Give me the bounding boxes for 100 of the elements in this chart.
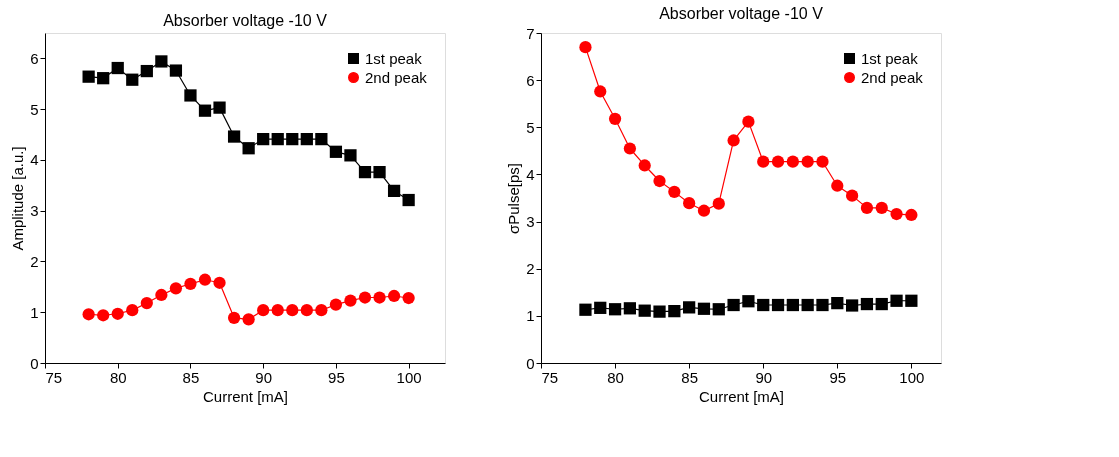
point	[300, 132, 313, 146]
point	[683, 197, 696, 210]
y-axis-title: σPulse[ps]	[505, 163, 523, 234]
point	[227, 130, 241, 143]
point	[111, 307, 124, 320]
point	[697, 302, 711, 315]
point	[402, 193, 415, 207]
x-tick-label: 80	[607, 368, 624, 386]
x-axis-title: Current [mA]	[698, 387, 785, 405]
point	[184, 89, 197, 102]
point	[816, 298, 829, 312]
chart-title: Absorber voltage -10 V	[163, 12, 328, 29]
x-tick-label: 95	[328, 368, 345, 386]
point	[111, 61, 124, 75]
point	[905, 294, 918, 307]
point	[358, 165, 372, 179]
legend-label: 1st peak	[861, 49, 919, 67]
point	[82, 308, 95, 321]
x-tick-label: 90	[755, 368, 773, 386]
point	[831, 297, 844, 310]
y-tick-label: 5	[526, 118, 535, 136]
y-tick-label: 3	[30, 202, 39, 220]
point	[97, 72, 110, 85]
chart-title: Absorber voltage -10 V	[659, 5, 824, 22]
y-tick-label: 7	[526, 24, 535, 42]
point	[697, 204, 711, 217]
point	[126, 73, 139, 86]
y-tick-label: 2	[526, 260, 535, 278]
y-axis-title: Amplitude [a.u.]	[9, 146, 27, 251]
point	[169, 64, 183, 77]
point	[683, 301, 696, 314]
point	[653, 174, 666, 188]
x-axis-title: Current [mA]	[202, 387, 289, 405]
point	[213, 276, 226, 289]
point	[82, 70, 95, 83]
y-tick-label: 5	[30, 100, 39, 118]
point	[845, 189, 859, 202]
legend-label: 1st peak	[365, 49, 423, 67]
point	[242, 142, 255, 155]
y-tick-label: 0	[526, 354, 535, 372]
point	[387, 289, 401, 303]
point	[126, 304, 139, 317]
point	[742, 295, 755, 308]
point	[860, 297, 874, 311]
point	[623, 302, 637, 315]
x-tick-label: 75	[45, 368, 63, 386]
point	[579, 303, 592, 316]
y-tick-label: 4	[30, 151, 39, 169]
y-tick-label: 1	[526, 307, 535, 325]
x-tick-label: 75	[541, 368, 559, 386]
point	[875, 201, 888, 215]
point	[227, 311, 241, 324]
y-tick-label: 6	[526, 71, 535, 89]
point	[712, 303, 725, 316]
point	[786, 155, 799, 168]
point	[801, 298, 814, 312]
x-tick-label: 80	[109, 368, 127, 386]
point	[286, 304, 299, 317]
point	[638, 159, 651, 172]
point	[169, 282, 183, 295]
point	[757, 298, 770, 312]
point	[727, 298, 740, 312]
point	[801, 155, 814, 168]
point	[344, 294, 357, 307]
point	[831, 179, 844, 192]
point	[712, 197, 725, 210]
x-tick-label: 85	[681, 368, 698, 386]
point	[638, 304, 651, 317]
point	[786, 298, 799, 312]
y-tick-label: 1	[30, 303, 39, 321]
point	[300, 304, 313, 317]
point	[816, 155, 829, 168]
point	[140, 296, 153, 310]
legend-label: 2nd peak	[365, 68, 428, 86]
point	[387, 184, 401, 198]
point	[594, 301, 607, 314]
point	[329, 145, 343, 158]
point	[905, 208, 918, 222]
point	[875, 297, 888, 311]
x-tick-label: 90	[255, 368, 273, 386]
point	[344, 149, 357, 162]
point	[242, 313, 255, 326]
legend-label: 2nd peak	[861, 68, 924, 86]
point	[771, 298, 785, 312]
point	[97, 309, 110, 322]
x-tick-label: 100	[396, 368, 422, 386]
point	[271, 132, 284, 146]
point	[890, 294, 903, 307]
point	[184, 277, 197, 290]
y-tick-label: 2	[30, 252, 39, 270]
x-tick-label: 100	[899, 368, 925, 386]
point	[653, 305, 666, 318]
point	[198, 273, 212, 286]
point	[668, 305, 681, 318]
point	[315, 304, 328, 317]
point	[608, 112, 622, 125]
point	[608, 303, 622, 316]
point	[373, 165, 386, 179]
point	[594, 85, 607, 98]
point	[155, 288, 168, 302]
